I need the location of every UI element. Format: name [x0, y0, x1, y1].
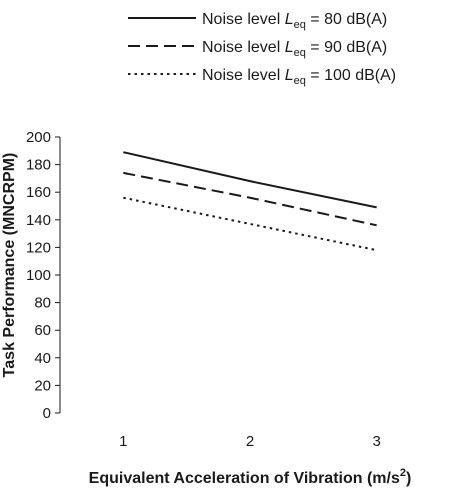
y-tick-label: 160 [26, 184, 51, 201]
legend-label-subscript: eq [294, 19, 306, 31]
axes: 0 20 40 60 80 100 120 140 160 180 200 1 2 3 [26, 129, 381, 450]
y-tick-label: 20 [34, 377, 51, 394]
legend-label-prefix: Noise level [202, 67, 285, 84]
y-tick-label: 60 [34, 322, 51, 339]
x-ticks: 1 2 3 [119, 433, 381, 450]
legend-label-subscript: eq [294, 47, 306, 59]
legend: Noise level Leq = 80 dB(A)Noise level Le… [128, 11, 396, 87]
y-tick-label: 200 [26, 129, 51, 146]
series-lines [123, 151, 377, 252]
series-line-3 [123, 196, 377, 252]
legend-label-symbol: L [285, 11, 294, 28]
y-tick-label: 140 [26, 212, 51, 229]
y-axis-title: Task Performance (MNCRPM) [1, 153, 18, 378]
legend-label-prefix: Noise level [202, 11, 285, 28]
x-tick-label: 3 [372, 433, 380, 450]
legend-label-3: Noise level Leq = 100 dB(A) [202, 67, 396, 87]
legend-label-symbol: L [285, 39, 294, 56]
series-line-1 [123, 151, 377, 209]
x-axis-title-close: ) [406, 470, 411, 487]
legend-label-1: Noise level Leq = 80 dB(A) [202, 11, 387, 31]
y-tick-label: 80 [34, 295, 51, 312]
x-axis-title-superscript: 2 [400, 467, 406, 479]
legend-label-symbol: L [285, 67, 294, 84]
legend-label-value: = 90 dB(A) [306, 39, 387, 56]
legend-label-subscript: eq [294, 75, 306, 87]
y-tick-label: 40 [34, 350, 51, 367]
legend-label-prefix: Noise level [202, 39, 285, 56]
y-tick-label: 0 [43, 405, 51, 422]
series-line-2 [123, 171, 377, 227]
legend-label-2: Noise level Leq = 90 dB(A) [202, 39, 387, 59]
legend-label-value: = 80 dB(A) [306, 11, 387, 28]
y-tick-label: 100 [26, 267, 51, 284]
y-ticks: 0 20 40 60 80 100 120 140 160 180 200 [26, 129, 60, 422]
legend-label-value: = 100 dB(A) [306, 67, 396, 84]
x-tick-label: 1 [119, 433, 127, 450]
x-axis-title: Equivalent Acceleration of Vibration (m/… [89, 467, 412, 487]
y-tick-label: 120 [26, 239, 51, 256]
y-tick-label: 180 [26, 157, 51, 174]
x-tick-label: 2 [246, 433, 254, 450]
x-axis-title-text: Equivalent Acceleration of Vibration (m/… [89, 470, 400, 487]
